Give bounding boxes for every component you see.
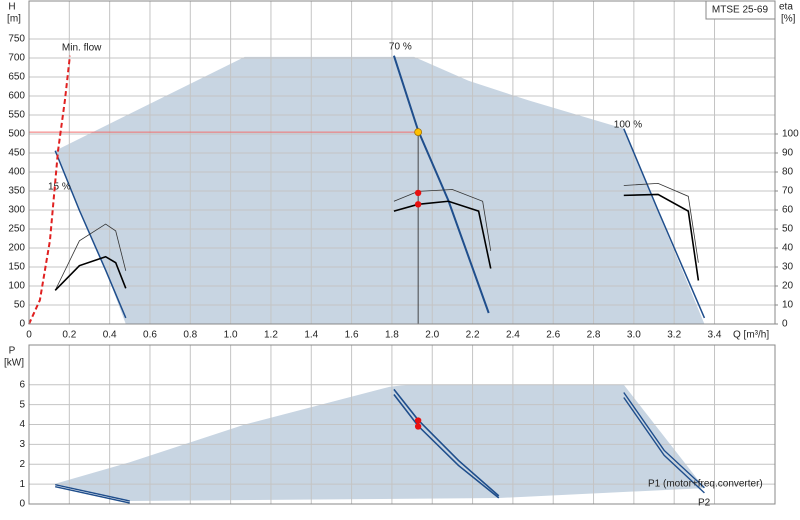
y-tick-label: 50 (14, 300, 26, 311)
x-tick-label: 1.6 (345, 330, 359, 341)
y2-tick-label: 10 (782, 300, 794, 311)
curve (623, 128, 706, 319)
plot-frame (28, 0, 776, 325)
y-axis-label: P (9, 346, 16, 357)
y-tick-label: 150 (8, 262, 25, 273)
x-tick-label: 0 (26, 330, 32, 341)
x-tick-label: 1.0 (224, 330, 238, 341)
y-tick-label: 750 (8, 34, 25, 45)
x-tick-label: 1.2 (264, 330, 278, 341)
y-tick-label: 600 (8, 91, 25, 102)
y2-tick-label: 30 (782, 262, 794, 273)
curve (54, 255, 127, 291)
x-tick-label: 3.0 (627, 330, 641, 341)
chart-title: MTSE 25-69 (712, 5, 769, 16)
curve-label: 70 % (389, 41, 412, 52)
plot-frame (28, 344, 776, 505)
y-tick-label: 250 (8, 224, 25, 235)
curve-label: 15 % (48, 182, 71, 193)
curve (54, 150, 127, 319)
y-tick-label: 400 (8, 167, 25, 178)
curve-label: Min. flow (62, 42, 102, 53)
x-tick-label: 1.8 (385, 330, 399, 341)
x-tick-label: 0.8 (183, 330, 197, 341)
x-tick-label: 2.0 (425, 330, 439, 341)
y2-tick-label: 100 (782, 129, 799, 140)
y-tick-label: 5 (19, 399, 25, 410)
y-tick-label: 1 (19, 479, 25, 490)
operating-point (414, 189, 422, 197)
curve (393, 200, 492, 269)
y-axis-label: H (8, 2, 15, 13)
duty-point (414, 128, 423, 137)
y2-axis-label: eta (779, 2, 793, 13)
y-tick-label: 6 (19, 379, 25, 390)
x-tick-label: 2.2 (466, 330, 480, 341)
x-tick-label: 2.8 (587, 330, 601, 341)
y-axis-unit: [kW] (4, 358, 24, 369)
title-box (705, 0, 776, 20)
y-tick-label: 2 (19, 459, 25, 470)
y2-tick-label: 90 (782, 148, 794, 159)
curve (393, 394, 500, 499)
y2-tick-label: 50 (782, 224, 794, 235)
y2-axis-unit: [%] (781, 14, 796, 25)
y-tick-label: 300 (8, 205, 25, 216)
x-tick-label: 2.4 (506, 330, 520, 341)
curve (392, 55, 490, 314)
curve (54, 223, 127, 291)
operating-area (55, 56, 705, 325)
y-tick-label: 100 (8, 281, 25, 292)
y-tick-label: 4 (19, 419, 25, 430)
curve (55, 486, 130, 504)
operating-point (414, 417, 422, 424)
y2-tick-label: 40 (782, 243, 794, 254)
curve-label: 100 % (614, 119, 642, 130)
y-tick-label: 550 (8, 110, 25, 121)
x-tick-label: 3.4 (708, 330, 722, 341)
y-tick-label: 650 (8, 72, 25, 83)
y2-tick-label: 70 (782, 186, 794, 197)
curve (55, 484, 130, 502)
x-tick-label: 1.4 (304, 330, 318, 341)
curve (623, 392, 705, 489)
y2-tick-label: 80 (782, 167, 794, 178)
y-tick-label: 700 (8, 53, 25, 64)
y-tick-label: 450 (8, 148, 25, 159)
y-tick-label: 0 (19, 499, 25, 510)
curve (623, 397, 705, 494)
y-tick-label: 350 (8, 186, 25, 197)
x-axis-label: Q [m³/h] (733, 330, 769, 341)
operating-area (55, 384, 705, 502)
curve (393, 388, 500, 497)
x-tick-label: 0.6 (143, 330, 157, 341)
y-tick-label: 200 (8, 243, 25, 254)
curve (623, 182, 699, 263)
y-tick-label: 3 (19, 439, 25, 450)
x-tick-label: 3.2 (667, 330, 681, 341)
y-tick-label: 500 (8, 129, 25, 140)
x-tick-label: 0.4 (103, 330, 117, 341)
curve (393, 189, 492, 251)
operating-point (414, 423, 422, 430)
annotation: P1 (motor+freq.converter) (648, 479, 763, 490)
x-tick-label: 0.2 (62, 330, 76, 341)
curve (28, 55, 71, 325)
y2-tick-label: 20 (782, 281, 794, 292)
y2-tick-label: 60 (782, 205, 794, 216)
y-axis-unit: [m] (7, 14, 21, 25)
x-tick-label: 2.6 (546, 330, 560, 341)
curve (623, 193, 700, 281)
y-tick-label: 0 (19, 319, 25, 330)
y2-tick-label: 0 (782, 319, 788, 330)
annotation: P2 (698, 498, 711, 509)
operating-point (414, 201, 422, 208)
